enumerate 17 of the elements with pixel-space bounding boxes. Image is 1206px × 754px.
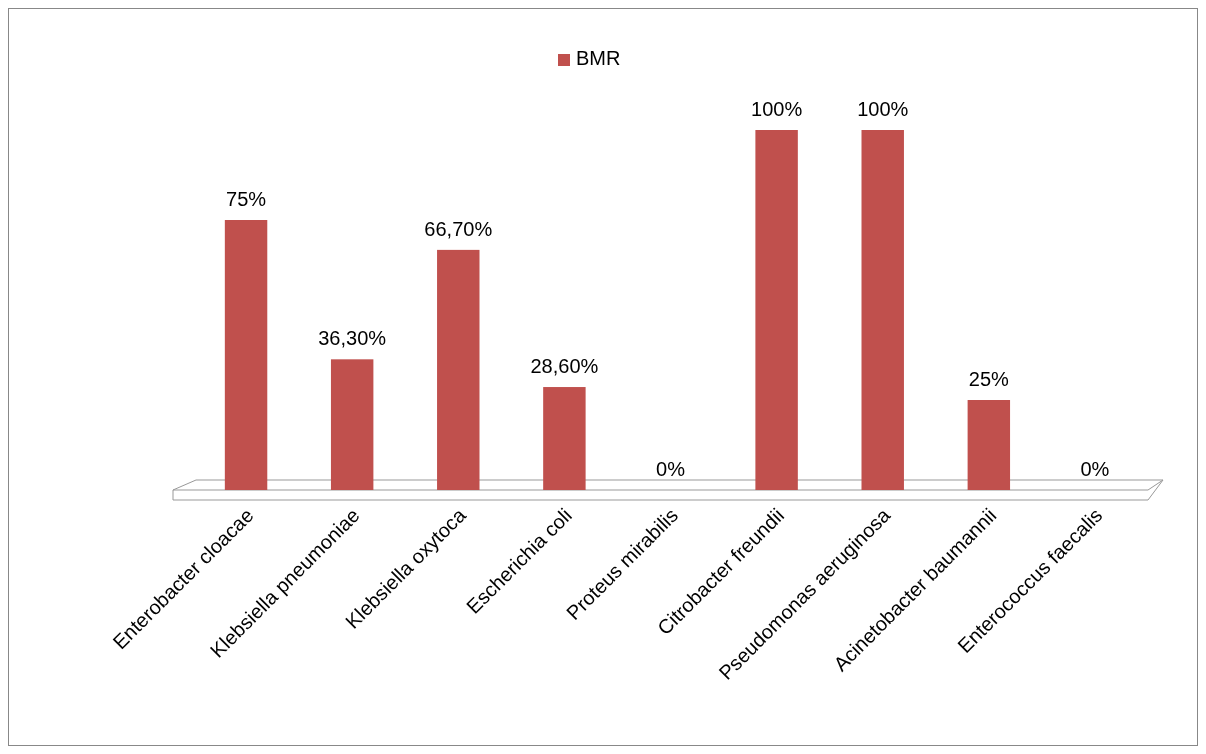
- data-label: 66,70%: [424, 217, 493, 240]
- bar: [543, 387, 586, 490]
- bar: [755, 130, 798, 490]
- bar: [861, 130, 904, 490]
- data-label: 25%: [968, 368, 1010, 390]
- bar: [224, 220, 268, 490]
- data-label: 0%: [1080, 458, 1110, 480]
- bar: [437, 249, 480, 490]
- data-label: 100%: [857, 98, 909, 120]
- bar: [330, 359, 374, 490]
- data-label: 0%: [656, 458, 686, 480]
- data-label: 36,30%: [318, 327, 387, 350]
- data-label: 75%: [226, 188, 267, 210]
- data-label: 28,60%: [530, 355, 599, 378]
- data-label: 100%: [751, 98, 803, 120]
- bar: [967, 400, 1011, 490]
- legend-label: BMR: [576, 47, 621, 70]
